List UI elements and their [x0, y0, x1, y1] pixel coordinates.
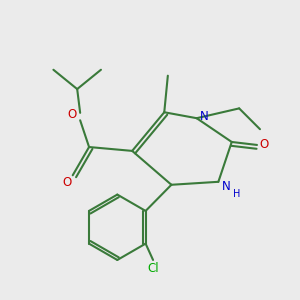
- Text: Cl: Cl: [148, 262, 160, 275]
- Text: O: O: [259, 138, 268, 152]
- Text: O: O: [67, 108, 76, 122]
- Text: H: H: [232, 189, 240, 199]
- Text: O: O: [62, 176, 71, 189]
- Text: N: N: [200, 110, 208, 123]
- Text: N: N: [221, 180, 230, 193]
